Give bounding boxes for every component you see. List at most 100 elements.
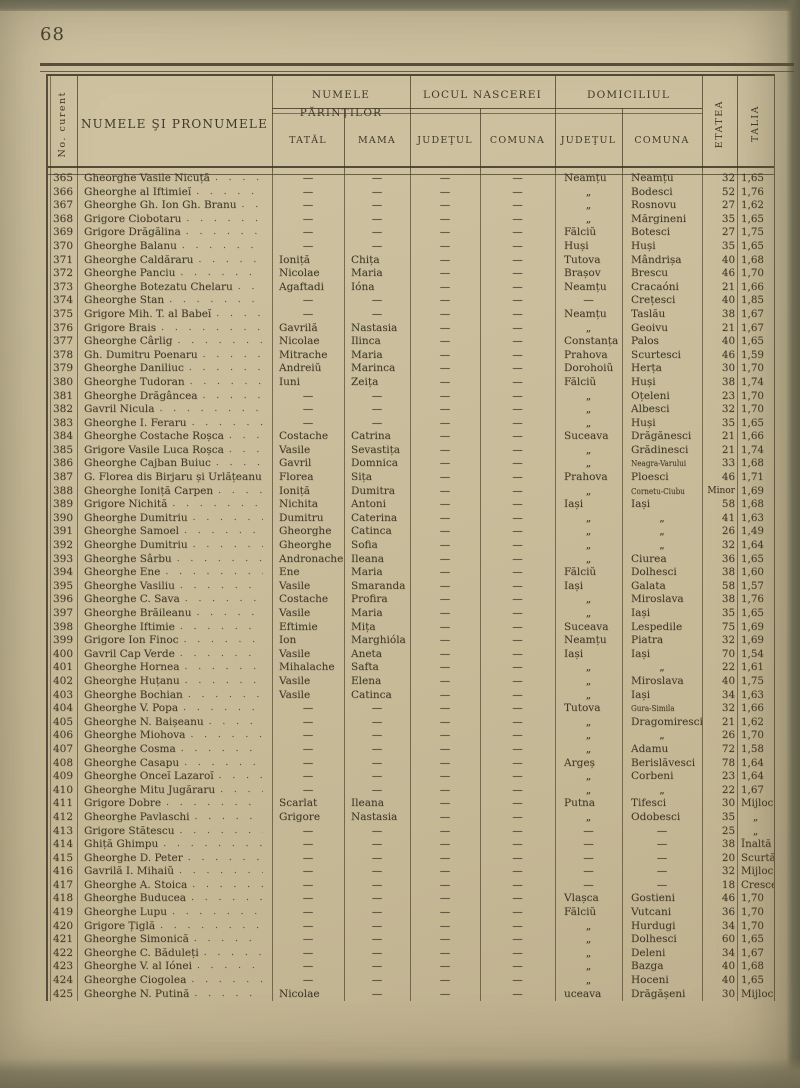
domicile-commune: — — [656, 878, 668, 891]
row-number: 376 — [52, 321, 73, 334]
header-divider — [77, 76, 78, 172]
table-row: 391 Gheorghe Samoel. . . . . . . . . . . … — [48, 525, 774, 539]
row-number: 408 — [52, 756, 73, 769]
mother-name: — — [371, 729, 383, 742]
full-name: Gheorghe Botezatu Chelaru. . . . . . . .… — [77, 281, 272, 295]
birth-commune: — — [512, 810, 523, 823]
age: 40 — [721, 674, 735, 687]
birth-county: — — [439, 593, 451, 606]
full-name: Gheorghe al Iftimieĭ. . . . . . . . . . … — [77, 186, 272, 200]
father-name: Andronache — [279, 552, 344, 565]
mother-name: Ileana — [351, 797, 385, 810]
dot-leader: . . . . . . . . . . . . . . . . . . . . … — [192, 540, 263, 551]
father-name: Nichita — [279, 498, 319, 511]
dot-leader: . . . . . . . . . . . . . . . . . . . . … — [228, 431, 263, 442]
row-number: 377 — [52, 335, 73, 348]
birth-county: — — [439, 661, 451, 674]
mother-name: — — [371, 946, 383, 959]
mother-name: Catinca — [351, 525, 392, 538]
domicile-county: Neamțu — [564, 172, 607, 184]
dot-leader: . . . . . . . . . . . . . . . . . . . . … — [184, 662, 263, 673]
row-number: 385 — [52, 443, 73, 456]
birth-commune: — — [512, 906, 523, 919]
row-number: 410 — [52, 783, 73, 796]
domicile-commune: Ciurea — [631, 552, 667, 565]
full-name: Gheorghe C. Băduleți. . . . . . . . . . … — [77, 947, 272, 961]
dot-leader: . . . . . . . . . . . . . . . . . . . . … — [169, 295, 263, 306]
father-name: — — [302, 715, 314, 728]
birth-county: — — [439, 172, 451, 184]
birth-commune: — — [512, 715, 523, 728]
dot-leader: . . . . . . . . . . . . . . . . . . . . … — [228, 444, 263, 455]
table-row: 398 Gheorghe Iftimie. . . . . . . . . . .… — [48, 621, 774, 635]
full-name: Gheorghe N. Putină. . . . . . . . . . . … — [77, 988, 272, 1002]
mother-name: Maria — [351, 566, 383, 579]
table-row: 409 Gheorghe Onceĭ Lazaroĭ. . . . . . . .… — [48, 770, 774, 784]
height: 1,59 — [741, 348, 764, 361]
dot-leader: . . . . . . . . . . . . . . . . . . . . … — [166, 798, 263, 809]
full-name: Gheorghe Panciu. . . . . . . . . . . . .… — [77, 267, 272, 281]
table-row: 394 Gheorghe Ene. . . . . . . . . . . . .… — [48, 566, 774, 580]
full-name: Grigore Nichită. . . . . . . . . . . . .… — [84, 498, 263, 511]
table-row: 417 Gheorghe A. Stoica. . . . . . . . . .… — [48, 879, 774, 893]
domicile-commune: Hoceni — [631, 974, 669, 987]
domicile-commune: Iași — [631, 647, 651, 660]
birth-commune: — — [512, 783, 523, 796]
group-header-parents: NUMELE PĂRINŢILOR — [299, 89, 383, 119]
full-name: Gheorghe V. al Iónei. . . . . . . . . . … — [77, 960, 272, 974]
birth-county: — — [439, 239, 451, 252]
table-row: 392 Gheorghe Dumitriu. . . . . . . . . . … — [48, 539, 774, 553]
father-name: — — [302, 783, 314, 796]
full-name: Gheorghe Casapu. . . . . . . . . . . . .… — [77, 757, 272, 771]
height: 1,69 — [741, 620, 764, 633]
age: 60 — [721, 933, 735, 946]
domicile-commune: Piatra — [631, 634, 664, 647]
domicile-commune: — — [656, 865, 668, 878]
table-row: 401 Gheorghe Hornea. . . . . . . . . . . … — [48, 661, 774, 675]
dot-leader: . . . . . . . . . . . . . . . . . . . . … — [184, 526, 263, 537]
mother-name: — — [371, 987, 383, 1000]
dot-leader: . . . . . . . . . . . . . . . . . . . . … — [191, 893, 263, 904]
mother-name: — — [371, 239, 383, 252]
dot-leader: . . . . . . . . . . . . . . . . . . . . … — [196, 186, 263, 197]
father-name: Ene — [279, 566, 300, 579]
header-divider — [555, 76, 556, 172]
mother-name: — — [371, 851, 383, 864]
domicile-county: Brașov — [564, 267, 601, 280]
birth-commune: — — [512, 443, 523, 456]
father-name: Florea — [279, 471, 314, 484]
table-row: 378 Gh. Dumitru Poenaru. . . . . . . . . … — [48, 349, 774, 363]
full-name: Gheorghe C. Sava. . . . . . . . . . . . … — [77, 593, 272, 607]
birth-commune: — — [512, 593, 523, 606]
row-number: 403 — [52, 688, 73, 701]
column-divider — [737, 172, 738, 1002]
birth-county: — — [439, 511, 451, 524]
birth-county: — — [439, 797, 451, 810]
domicile-commune: Neagra-Varului — [631, 459, 687, 469]
father-name: Mitrache — [279, 348, 328, 361]
height: 1,74 — [741, 443, 764, 456]
age: 21 — [721, 430, 735, 443]
full-name: Gheorghe Hornea. . . . . . . . . . . . .… — [77, 661, 272, 675]
dot-leader: . . . . . . . . . . . . . . . . . . . . … — [220, 784, 263, 795]
full-name: Gheorghe Simonică. . . . . . . . . . . .… — [77, 933, 272, 947]
father-name: Iuni — [279, 375, 301, 388]
row-number: 389 — [52, 498, 73, 511]
height: „ — [752, 810, 759, 823]
dot-leader: . . . . . . . . . . . . . . . . . . . . … — [241, 200, 263, 211]
row-number: 373 — [52, 280, 73, 293]
father-name: — — [302, 906, 314, 919]
father-name: — — [302, 403, 314, 416]
age: 35 — [721, 416, 735, 429]
mother-name: — — [371, 389, 383, 402]
height: 1,49 — [741, 525, 764, 538]
height: 1,65 — [741, 607, 764, 619]
domicile-county: Tutova — [564, 253, 601, 266]
birth-county: — — [439, 457, 451, 470]
birth-county: — — [439, 919, 451, 932]
table-row: 404 Gheorghe V. Popa. . . . . . . . . . .… — [48, 702, 774, 716]
table-row: 383 Gheorghe I. Feraru. . . . . . . . . .… — [48, 417, 774, 431]
domicile-county: Iași — [564, 498, 584, 511]
column-header-birth-commune: COMUNA — [489, 135, 546, 146]
